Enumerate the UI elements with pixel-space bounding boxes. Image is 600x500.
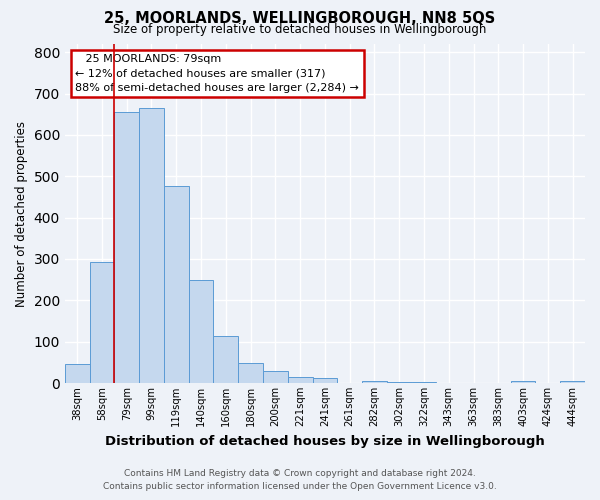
Text: Contains HM Land Registry data © Crown copyright and database right 2024.
Contai: Contains HM Land Registry data © Crown c…: [103, 470, 497, 491]
Bar: [263, 372, 288, 383]
Bar: [164, 186, 188, 383]
X-axis label: Distribution of detached houses by size in Wellingborough: Distribution of detached houses by size …: [105, 434, 545, 448]
Bar: [511, 381, 535, 383]
Bar: [89, 262, 115, 383]
Text: Size of property relative to detached houses in Wellingborough: Size of property relative to detached ho…: [113, 22, 487, 36]
Bar: [65, 364, 89, 383]
Text: 25, MOORLANDS, WELLINGBOROUGH, NN8 5QS: 25, MOORLANDS, WELLINGBOROUGH, NN8 5QS: [104, 11, 496, 26]
Y-axis label: Number of detached properties: Number of detached properties: [15, 120, 28, 306]
Bar: [214, 336, 238, 383]
Bar: [238, 363, 263, 383]
Bar: [188, 280, 214, 383]
Bar: [288, 377, 313, 383]
Text: 25 MOORLANDS: 79sqm
← 12% of detached houses are smaller (317)
88% of semi-detac: 25 MOORLANDS: 79sqm ← 12% of detached ho…: [75, 54, 359, 93]
Bar: [313, 378, 337, 383]
Bar: [139, 108, 164, 383]
Bar: [387, 382, 412, 383]
Bar: [560, 380, 585, 383]
Bar: [412, 382, 436, 383]
Bar: [115, 112, 139, 383]
Bar: [362, 381, 387, 383]
